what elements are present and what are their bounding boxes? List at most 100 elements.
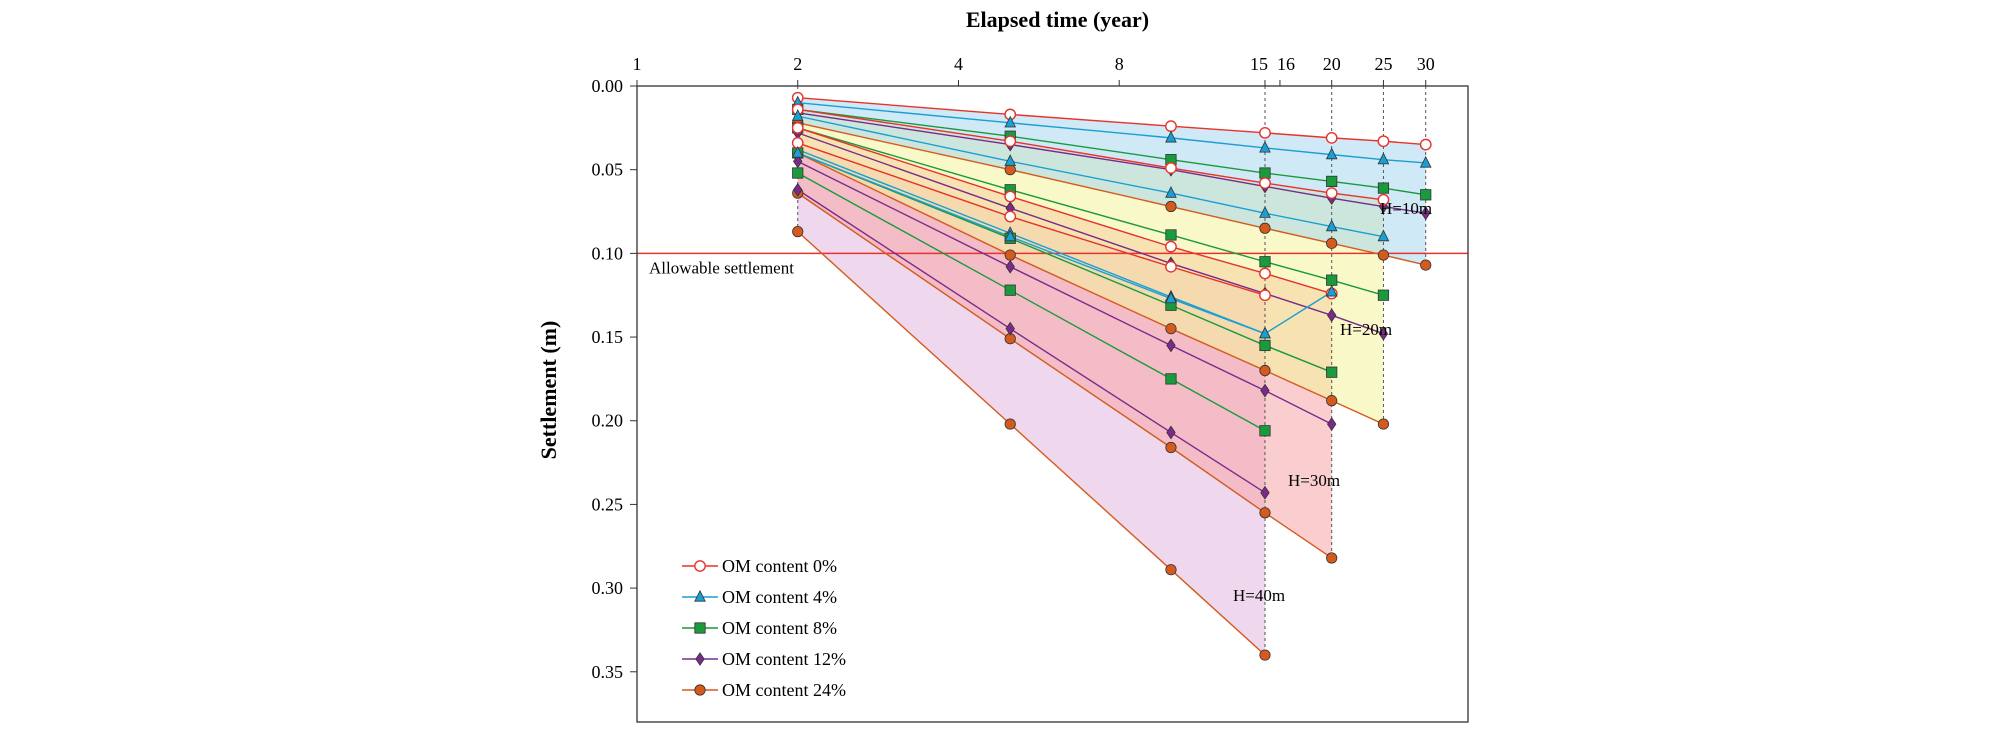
legend-label: OM content 4% bbox=[722, 587, 837, 607]
data-point bbox=[1259, 167, 1271, 179]
data-point bbox=[1166, 425, 1176, 440]
data-point bbox=[1325, 219, 1338, 232]
legend-marker bbox=[695, 652, 705, 666]
data-point bbox=[1260, 485, 1270, 500]
x-tick-label: 2 bbox=[793, 54, 802, 74]
data-point bbox=[1327, 308, 1337, 323]
y-tick-label: 0.15 bbox=[592, 327, 624, 347]
series-line bbox=[797, 172, 1266, 432]
data-point bbox=[1004, 229, 1017, 242]
series-line bbox=[797, 152, 1266, 335]
series-line bbox=[797, 142, 1266, 296]
y-tick-label: 0.10 bbox=[592, 243, 624, 263]
data-point bbox=[1326, 274, 1338, 286]
data-point bbox=[1259, 364, 1271, 377]
data-point bbox=[793, 182, 803, 197]
legend-label: OM content 12% bbox=[722, 649, 846, 669]
data-point bbox=[1327, 417, 1337, 431]
y-axis: 0.00 0.05 0.10 0.15 0.20 0.25 0.30 0.35 bbox=[592, 76, 637, 682]
data-point bbox=[1326, 366, 1338, 378]
data-point bbox=[1165, 240, 1177, 253]
data-point bbox=[1377, 249, 1390, 261]
data-point bbox=[1326, 175, 1338, 187]
data-point bbox=[1259, 649, 1271, 661]
y-axis-title: Settlement (m) bbox=[536, 321, 561, 460]
data-point bbox=[1165, 186, 1177, 198]
data-point bbox=[1377, 229, 1390, 242]
series-line bbox=[797, 108, 1384, 201]
legend-label: OM content 24% bbox=[722, 680, 846, 700]
x-tick-label: 1 bbox=[633, 54, 642, 74]
data-point bbox=[1377, 418, 1390, 430]
data-point bbox=[1325, 131, 1338, 144]
legend-label: OM content 0% bbox=[722, 556, 837, 576]
group-label: H=10m bbox=[1380, 199, 1432, 218]
data-point bbox=[791, 121, 804, 134]
y-tick-label: 0.05 bbox=[592, 160, 624, 180]
data-point bbox=[1259, 507, 1271, 519]
x-axis-title: Elapsed time (year) bbox=[966, 7, 1149, 32]
data-point bbox=[1259, 206, 1271, 218]
data-point bbox=[1260, 383, 1270, 398]
data-point bbox=[1165, 323, 1177, 335]
data-point bbox=[1004, 249, 1016, 261]
x-tick-label: 8 bbox=[1115, 54, 1124, 74]
data-point bbox=[1419, 155, 1432, 168]
data-point bbox=[1420, 259, 1432, 271]
data-point bbox=[1420, 189, 1432, 201]
group-label: H=20m bbox=[1340, 320, 1392, 339]
group-label: H=40m bbox=[1233, 586, 1285, 605]
data-point bbox=[791, 145, 804, 158]
data-point bbox=[1004, 115, 1017, 128]
data-point bbox=[1377, 193, 1390, 206]
data-point bbox=[1259, 326, 1271, 339]
series-markers bbox=[791, 91, 1432, 661]
data-point bbox=[1005, 259, 1015, 274]
data-point bbox=[792, 167, 804, 179]
data-point bbox=[1165, 200, 1177, 213]
legend-marker bbox=[694, 560, 706, 572]
legend-label: OM content 8% bbox=[722, 618, 837, 638]
data-point bbox=[1259, 177, 1271, 189]
x-tick-label: 16 bbox=[1277, 54, 1295, 74]
legend: OM content 0% OM content 4% OM content 8% O… bbox=[682, 556, 846, 700]
data-point bbox=[1378, 326, 1389, 341]
data-point bbox=[1166, 338, 1176, 353]
data-point bbox=[1165, 162, 1177, 174]
data-point bbox=[1326, 237, 1338, 249]
y-tick-label: 0.30 bbox=[592, 578, 624, 598]
data-point bbox=[1165, 229, 1177, 241]
legend-marker bbox=[694, 589, 706, 602]
data-point bbox=[1004, 284, 1016, 296]
x-tick-label: 30 bbox=[1417, 54, 1435, 74]
series-line bbox=[797, 152, 1384, 425]
data-point bbox=[1165, 120, 1177, 133]
x-tick-label: 20 bbox=[1323, 54, 1341, 74]
data-point bbox=[1259, 222, 1271, 234]
x-tick-label: 4 bbox=[954, 54, 963, 74]
data-point bbox=[1377, 289, 1390, 301]
series-line bbox=[797, 115, 1384, 238]
data-point bbox=[1004, 190, 1017, 203]
data-point bbox=[1377, 135, 1390, 148]
data-point bbox=[1004, 154, 1017, 166]
group-label: H=30m bbox=[1288, 471, 1340, 490]
data-point bbox=[1165, 130, 1177, 143]
data-point bbox=[1325, 147, 1338, 160]
legend-marker bbox=[694, 622, 706, 634]
data-point bbox=[1259, 339, 1271, 352]
data-point bbox=[1325, 284, 1338, 297]
data-point bbox=[1259, 267, 1271, 280]
data-point bbox=[1419, 138, 1432, 151]
data-point bbox=[1259, 140, 1271, 153]
data-point bbox=[1165, 260, 1177, 273]
x-tick-label: 15 bbox=[1250, 54, 1268, 74]
plot-frame bbox=[636, 85, 1469, 723]
data-point bbox=[1165, 291, 1177, 304]
series-line bbox=[797, 231, 1266, 656]
data-point bbox=[1165, 373, 1177, 385]
series-line bbox=[797, 132, 1384, 335]
legend-marker bbox=[694, 684, 706, 696]
x-axis: 1 2 4 8 15 16 20 25 30 bbox=[633, 54, 1435, 86]
